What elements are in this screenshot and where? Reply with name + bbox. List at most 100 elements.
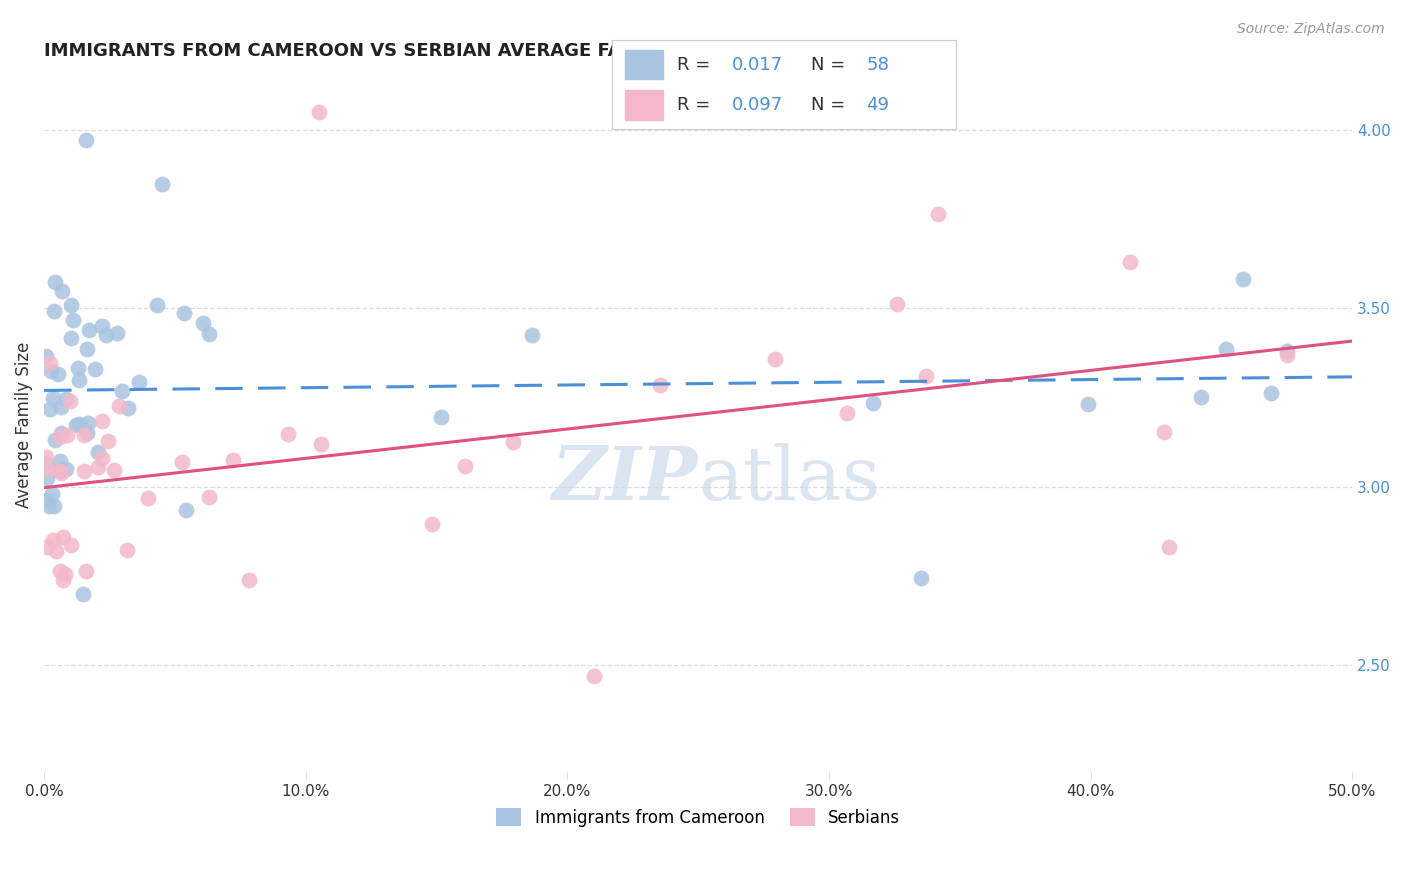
Point xyxy=(1215,342,1237,356)
Legend: Immigrants from Cameroon, Serbians: Immigrants from Cameroon, Serbians xyxy=(489,802,907,833)
Point xyxy=(49,464,72,478)
Point xyxy=(927,206,949,220)
Text: Source: ZipAtlas.com: Source: ZipAtlas.com xyxy=(1237,22,1385,37)
Point xyxy=(45,544,67,558)
Point xyxy=(1153,425,1175,440)
Point xyxy=(222,453,245,467)
Point xyxy=(38,356,60,370)
Point xyxy=(55,428,77,442)
Point xyxy=(886,297,908,311)
Point xyxy=(111,384,134,398)
Point xyxy=(502,434,524,449)
Point xyxy=(1159,541,1181,555)
Text: 0.097: 0.097 xyxy=(733,95,783,114)
Point xyxy=(277,427,299,442)
Point xyxy=(76,426,98,441)
Point xyxy=(55,462,77,476)
Point xyxy=(648,378,671,392)
Point xyxy=(90,451,112,466)
Text: 58: 58 xyxy=(866,55,890,74)
Point xyxy=(59,298,82,312)
Point xyxy=(582,669,605,683)
Text: 49: 49 xyxy=(866,95,890,114)
Point xyxy=(60,330,83,344)
Point xyxy=(52,573,75,587)
Point xyxy=(87,445,110,459)
Point xyxy=(420,516,443,531)
Point xyxy=(198,490,221,504)
Point xyxy=(90,414,112,428)
Point xyxy=(105,326,128,340)
Point xyxy=(76,343,98,357)
Point xyxy=(117,401,139,415)
Point xyxy=(49,565,72,579)
Text: ZIP: ZIP xyxy=(553,443,699,516)
Point xyxy=(48,430,70,444)
Point xyxy=(1260,385,1282,400)
Point xyxy=(35,450,58,464)
Point xyxy=(59,394,82,409)
Point xyxy=(454,458,477,473)
Point xyxy=(73,428,96,442)
Point xyxy=(150,177,173,191)
Point xyxy=(42,533,65,547)
Point xyxy=(35,541,58,555)
Point xyxy=(39,364,62,378)
Point xyxy=(75,565,97,579)
Point xyxy=(67,373,90,387)
Text: R =: R = xyxy=(678,55,716,74)
Point xyxy=(136,491,159,505)
Bar xyxy=(626,50,664,79)
Point xyxy=(198,327,221,342)
Point xyxy=(35,471,58,485)
Point xyxy=(763,352,786,367)
Point xyxy=(97,434,120,449)
Point xyxy=(59,538,82,552)
Point xyxy=(39,402,62,417)
Point xyxy=(1275,344,1298,359)
Point xyxy=(128,375,150,389)
Point xyxy=(146,298,169,312)
Point xyxy=(49,453,72,467)
Point xyxy=(51,284,73,298)
Point xyxy=(75,133,97,147)
Point xyxy=(53,567,76,582)
Point xyxy=(174,503,197,517)
Point xyxy=(46,368,69,382)
Point xyxy=(308,105,330,120)
Text: IMMIGRANTS FROM CAMEROON VS SERBIAN AVERAGE FAMILY SIZE CORRELATION CHART: IMMIGRANTS FROM CAMEROON VS SERBIAN AVER… xyxy=(44,42,941,60)
Point xyxy=(42,304,65,318)
Point xyxy=(73,464,96,478)
Y-axis label: Average Family Size: Average Family Size xyxy=(15,341,32,508)
Point xyxy=(51,400,73,414)
Point xyxy=(191,317,214,331)
Point xyxy=(84,362,107,376)
Point xyxy=(62,313,84,327)
Text: atlas: atlas xyxy=(699,443,880,516)
Point xyxy=(37,461,59,475)
Point xyxy=(1189,390,1212,404)
Text: N =: N = xyxy=(811,95,852,114)
Point xyxy=(94,327,117,342)
Point xyxy=(1119,255,1142,269)
Point xyxy=(910,571,932,585)
Point xyxy=(1275,348,1298,362)
Point xyxy=(49,464,72,478)
Point xyxy=(42,500,65,514)
Text: N =: N = xyxy=(811,55,852,74)
Point xyxy=(430,409,453,424)
Point xyxy=(108,399,131,413)
Point xyxy=(173,306,195,320)
Point xyxy=(35,456,58,470)
Point xyxy=(115,542,138,557)
Point xyxy=(67,360,90,375)
Point xyxy=(72,587,94,601)
Point xyxy=(915,369,938,384)
Bar xyxy=(626,90,664,120)
Point xyxy=(42,391,65,405)
Point xyxy=(44,434,66,448)
Point xyxy=(35,349,58,363)
Point xyxy=(38,499,60,513)
Point xyxy=(77,323,100,337)
Point xyxy=(91,319,114,334)
